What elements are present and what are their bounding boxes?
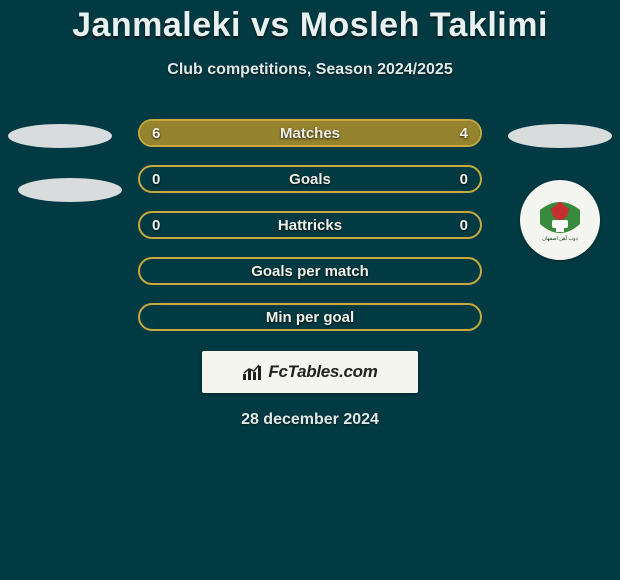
stat-value-right: 0 [460, 217, 468, 234]
player-avatar-left-top [8, 124, 112, 148]
player-avatar-left-bottom [18, 178, 122, 202]
club-badge-right: ذوب آهن اصفهان [520, 180, 600, 260]
brand-box[interactable]: FcTables.com [202, 351, 418, 393]
stat-value-right: 0 [460, 171, 468, 188]
stat-value-left: 6 [152, 125, 160, 142]
chart-icon [242, 363, 262, 381]
stat-label: Hattricks [278, 217, 342, 234]
stat-label: Goals per match [251, 263, 369, 280]
brand-text: FcTables.com [268, 362, 377, 382]
stat-label: Goals [289, 171, 331, 188]
stat-row: 6 4 Matches [138, 119, 482, 147]
stat-label: Matches [280, 125, 340, 142]
page-subtitle: Club competitions, Season 2024/2025 [167, 61, 452, 79]
stat-value-left: 0 [152, 171, 160, 188]
club-badge-icon: ذوب آهن اصفهان [530, 190, 590, 250]
date-text: 28 december 2024 [241, 411, 379, 429]
svg-text:ذوب آهن اصفهان: ذوب آهن اصفهان [542, 235, 578, 242]
player-avatar-right-top [508, 124, 612, 148]
stat-row: Min per goal [138, 303, 482, 331]
stat-row: Goals per match [138, 257, 482, 285]
stat-row: 0 0 Goals [138, 165, 482, 193]
stat-label: Min per goal [266, 309, 354, 326]
stat-row: 0 0 Hattricks [138, 211, 482, 239]
stats-container: 6 4 Matches 0 0 Goals 0 0 Hattricks Goals per mat… [138, 119, 482, 331]
stat-value-left: 0 [152, 217, 160, 234]
page-title: Janmaleki vs Mosleh Taklimi [72, 6, 548, 45]
stat-value-right: 4 [460, 125, 468, 142]
